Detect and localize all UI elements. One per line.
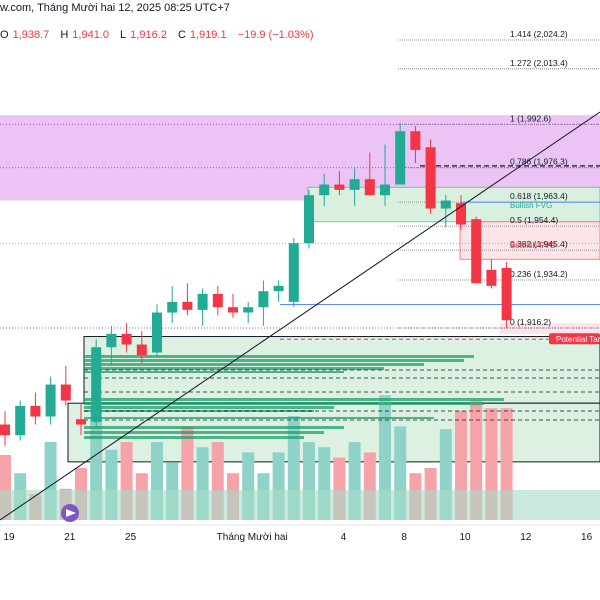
- candle-body: [395, 131, 406, 185]
- candle-body: [456, 203, 466, 225]
- candle-body: [15, 405, 26, 436]
- volume-profile-bar: [84, 398, 504, 401]
- x-tick-label: 8: [401, 532, 407, 543]
- candle-body: [30, 405, 41, 417]
- x-tick-label: 4: [341, 532, 347, 543]
- candle-body: [471, 219, 482, 284]
- bullish-fvg-zone: [307, 186, 600, 223]
- volume-bar: [500, 408, 513, 520]
- chart-header: w.com, Tháng Mười hai 12, 2025 08:25 UTC…: [0, 2, 230, 14]
- candle-body: [167, 301, 178, 313]
- candle-body: [152, 312, 162, 353]
- candle-body: [501, 268, 512, 321]
- candle-body: [349, 179, 360, 190]
- volume-profile-bar: [84, 417, 434, 419]
- candle-body: [106, 333, 117, 348]
- volume-profile-bar: [84, 406, 334, 409]
- volume-profile-bar: [84, 359, 464, 362]
- volume-profile-bar: [84, 402, 484, 405]
- volume-profile-bar: [84, 426, 344, 429]
- bearish-fvg-zone: [459, 221, 600, 260]
- x-tick-label: Tháng Mười hai: [217, 532, 288, 543]
- fib-level-label: 1.272 (2,013.4): [510, 58, 568, 68]
- candle-body: [91, 347, 102, 422]
- x-tick-label: 19: [3, 532, 15, 543]
- fib-level-label: 0.786 (1,976.3): [510, 157, 568, 167]
- fib-level-label: 0 (1,916.2): [510, 317, 551, 327]
- volume-profile-bar: [84, 436, 304, 439]
- volume-bar: [0, 455, 11, 520]
- candle-body: [197, 293, 208, 310]
- candle-body: [76, 419, 86, 425]
- x-tick-label: 16: [581, 532, 593, 543]
- fib-level-label: 0.382 (1,945.4): [510, 239, 568, 249]
- volume-profile-bar: [84, 371, 344, 373]
- candle-body: [136, 344, 147, 356]
- change-value: −19.9 (−1.03%): [237, 29, 314, 41]
- fib-level-label: 0.5 (1,954.4): [510, 215, 558, 225]
- x-tick-label: 21: [64, 532, 76, 543]
- candle-body: [0, 424, 10, 436]
- candle-body: [288, 243, 299, 302]
- candle-body: [425, 147, 436, 209]
- candle-body: [121, 333, 132, 345]
- close-key: C: [177, 29, 186, 41]
- target-label: Potential Target: [556, 335, 600, 344]
- trendline: [0, 111, 600, 521]
- candle-body: [182, 301, 193, 310]
- candle-body: [60, 384, 71, 401]
- candle-body: [319, 184, 330, 196]
- volume-profile-bar: [84, 363, 424, 366]
- volume-profile-bar: [84, 355, 474, 358]
- high-value: 1,941.0: [72, 29, 109, 41]
- fib-level-label: 0.618 (1,963.4): [510, 191, 568, 201]
- volume-bar: [379, 395, 391, 520]
- low-key: L: [120, 29, 127, 41]
- candle-body: [364, 179, 375, 196]
- candle-body: [440, 200, 451, 209]
- low-value: 1,916.2: [130, 29, 167, 41]
- candle-body: [243, 307, 254, 313]
- candle-body: [228, 307, 238, 313]
- candle-body: [410, 131, 421, 150]
- x-tick-label: 25: [125, 532, 137, 543]
- ohlc-legend: O 1,938.7 H 1,941.0 L 1,916.2 C 1,919.1 −19.…: [0, 29, 318, 41]
- close-value: 1,919.1: [189, 29, 227, 41]
- candle-body: [380, 184, 390, 196]
- fib-level-label: 1 (1,992.6): [510, 113, 551, 123]
- volume-profile-bar: [84, 367, 384, 370]
- candle-body: [258, 291, 269, 308]
- candle-body: [273, 285, 284, 292]
- bullish-fvg-label: Bullish FVG: [510, 201, 552, 210]
- fib-level-label: 1.414 (2,024.2): [510, 29, 568, 39]
- candle-body: [334, 184, 345, 190]
- volume-profile-bar: [84, 431, 324, 434]
- open-key: O: [0, 29, 9, 41]
- candle-body: [212, 293, 223, 308]
- target-badge: [549, 333, 600, 345]
- x-tick-label: 12: [520, 532, 532, 543]
- bearish-fvg-label: Bearish FVG: [510, 241, 556, 250]
- candle-body: [486, 269, 497, 286]
- open-value: 1,938.7: [12, 29, 50, 41]
- candle-body: [45, 384, 56, 417]
- target-zone: [500, 323, 600, 334]
- volume-profile-band: [0, 490, 600, 520]
- x-tick-label: 10: [459, 532, 471, 543]
- replay-icon-glyph: [66, 509, 76, 517]
- premium-zone: [0, 115, 600, 201]
- high-key: H: [60, 29, 69, 41]
- candle-body: [304, 195, 314, 244]
- fib-level-label: 0.236 (1,934.2): [510, 269, 568, 279]
